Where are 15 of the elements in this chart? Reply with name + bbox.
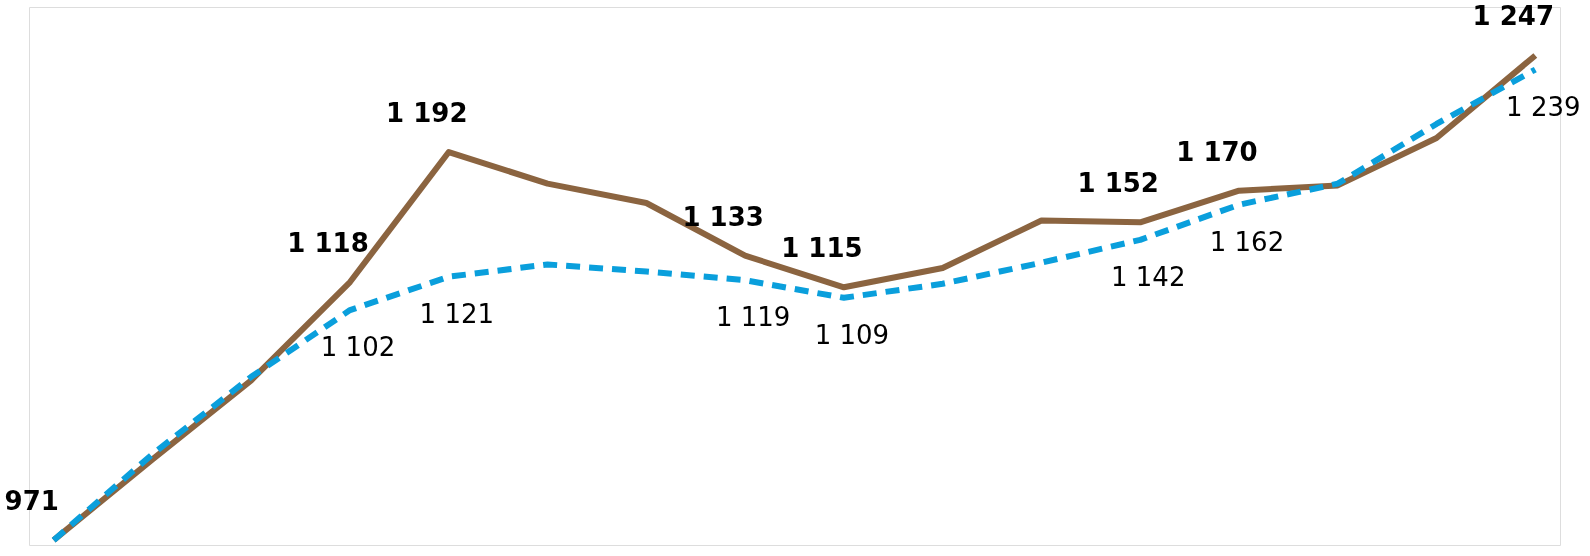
data-label: 1 170: [1176, 136, 1258, 167]
data-label: 1 239: [1506, 91, 1581, 122]
data-label: 1 119: [715, 302, 791, 333]
data-label: 971: [4, 486, 59, 517]
data-label: 1 142: [1110, 261, 1186, 292]
data-label: 1 247: [1472, 1, 1555, 32]
data-label: 1 192: [386, 98, 468, 129]
data-label: 1 162: [1209, 226, 1285, 257]
data-label: 1 133: [682, 201, 764, 232]
data-label: 1 152: [1077, 168, 1159, 199]
data-label: 1 115: [781, 233, 863, 264]
data-label: 1 102: [320, 332, 396, 363]
data-label: 1 118: [287, 228, 369, 259]
data-label: 1 109: [814, 319, 890, 350]
data-label: 1 121: [419, 298, 495, 329]
